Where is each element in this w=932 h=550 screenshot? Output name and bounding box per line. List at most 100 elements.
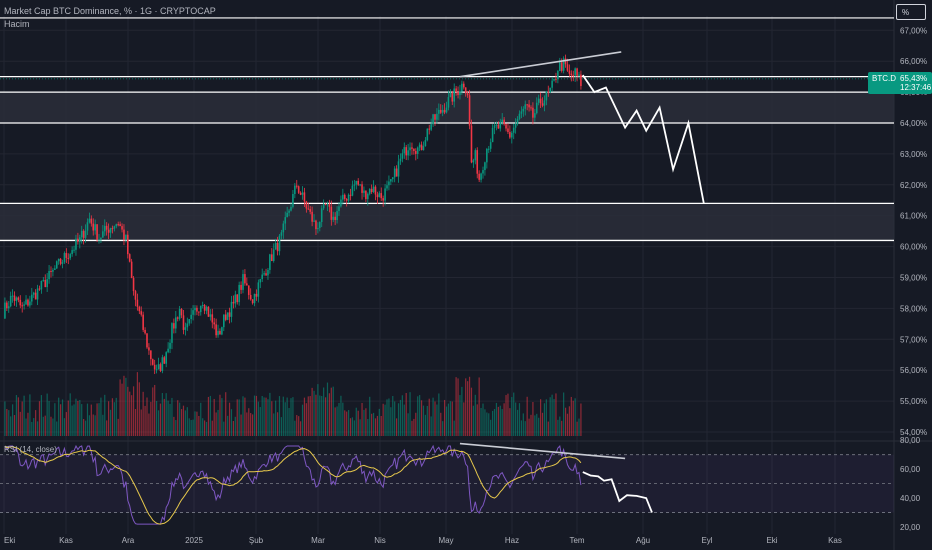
volume-bar	[253, 395, 256, 436]
volume-bar	[407, 413, 409, 436]
volume-bar	[223, 421, 225, 436]
volume-bar	[578, 418, 580, 436]
volume-bar	[259, 407, 261, 436]
volume-bar	[459, 395, 461, 436]
volume-bar	[261, 395, 263, 436]
volume-bar	[81, 404, 83, 436]
candle-body	[407, 150, 409, 156]
candle-body	[549, 87, 551, 93]
percent-scale-button[interactable]: %	[896, 4, 926, 20]
volume-bar	[442, 421, 444, 436]
volume-bar	[255, 395, 258, 436]
candle-body	[171, 323, 173, 343]
price-badge-symbol: BTC.D	[872, 74, 896, 83]
volume-bar	[300, 421, 302, 436]
candle-body	[103, 225, 106, 232]
candle-body	[351, 185, 354, 196]
candle-body	[411, 147, 413, 149]
volume-bar	[79, 399, 81, 436]
volume-bar	[328, 393, 330, 436]
candle-body	[100, 237, 102, 240]
candle-body	[194, 307, 196, 311]
candle-body	[251, 299, 254, 304]
candle-body	[555, 78, 557, 80]
volume-bar	[40, 395, 42, 436]
volume-bar	[12, 404, 14, 436]
volume-bar	[445, 406, 448, 436]
volume-bar	[463, 402, 465, 436]
volume-bar	[478, 377, 480, 436]
price-axis-label: 64,00%	[900, 119, 927, 128]
volume-bar	[84, 420, 87, 436]
candle-body	[272, 249, 275, 262]
candle-body	[4, 302, 6, 319]
candle-body	[436, 113, 438, 120]
volume-bar	[286, 397, 288, 436]
candle-body	[384, 188, 386, 201]
volume-bar	[240, 414, 242, 436]
candle-body	[151, 359, 154, 365]
candle-body	[294, 185, 296, 194]
volume-bar	[125, 377, 127, 436]
candle-body	[196, 307, 198, 312]
volume-bar	[476, 404, 478, 436]
volume-bar	[198, 415, 200, 436]
candle-body	[463, 83, 465, 88]
candle-body	[54, 268, 56, 270]
candle-body	[127, 234, 129, 255]
volume-bar	[169, 403, 171, 436]
volume-bar	[156, 400, 158, 436]
candle-body	[478, 173, 480, 180]
candle-body	[309, 209, 311, 212]
candle-body	[393, 168, 396, 178]
candle-body	[547, 91, 550, 93]
candle-body	[401, 153, 404, 159]
candle-body	[453, 88, 455, 102]
candle-body	[507, 128, 509, 133]
volume-bar	[194, 411, 196, 436]
volume-bar	[566, 413, 569, 436]
volume-bar	[430, 416, 432, 436]
volume-bar	[499, 405, 501, 436]
candle-body	[570, 73, 573, 76]
volume-bar	[576, 421, 578, 436]
volume-bar	[497, 406, 499, 436]
volume-bar	[42, 416, 44, 436]
candle-body	[524, 104, 527, 109]
candle-body	[52, 269, 54, 272]
volume-bar	[424, 414, 426, 436]
candle-body	[380, 193, 383, 199]
volume-bars	[4, 372, 582, 436]
volume-bar	[232, 421, 234, 436]
candle-body	[209, 314, 212, 317]
candle-body	[163, 357, 166, 364]
candle-body	[420, 144, 423, 151]
candle-body	[242, 274, 244, 290]
candle-body	[390, 179, 392, 182]
time-axis-label: Tem	[569, 536, 584, 545]
volume-bar	[482, 403, 484, 436]
volume-bar	[177, 400, 179, 436]
volume-bar	[555, 393, 557, 436]
volume-bar	[29, 394, 31, 436]
candle-body	[169, 342, 171, 349]
candle-body	[336, 211, 338, 220]
volume-bar	[25, 418, 27, 436]
volume-bar	[390, 407, 392, 436]
price-axis-label: 66,00%	[900, 57, 927, 66]
candle-body	[512, 127, 515, 133]
candle-body	[541, 103, 544, 106]
candle-body	[516, 118, 519, 124]
volume-bar	[344, 410, 346, 436]
volume-bar	[309, 396, 311, 436]
volume-bar	[67, 400, 69, 436]
volume-bar	[148, 413, 150, 436]
candle-body	[449, 92, 452, 98]
volume-bar	[142, 391, 144, 436]
candle-body	[232, 301, 235, 304]
candle-body	[297, 186, 300, 193]
candle-body	[305, 201, 308, 209]
candle-body	[19, 299, 22, 306]
candle-body	[511, 132, 513, 138]
